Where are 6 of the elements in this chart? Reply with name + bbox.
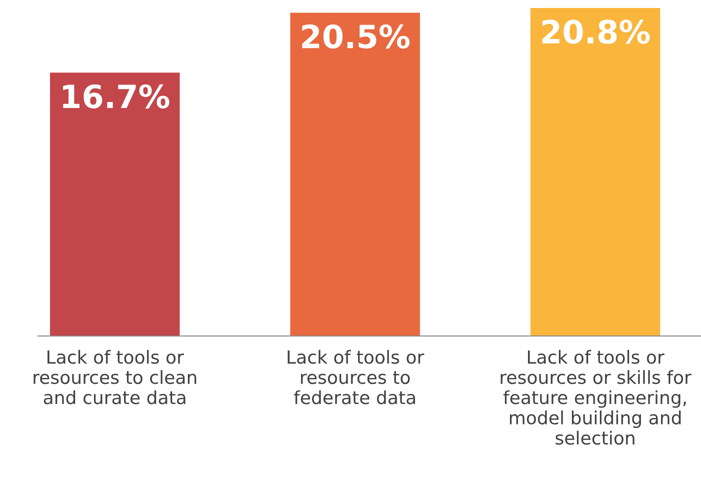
x-tick-label: Lack of tools or resources to federate data [288,350,424,404]
x-tick-label: Lack of tools or resources or skills for feature engineering, model building and selection [500,350,692,445]
x-tick-label: Lack of tools or resources to clean and curate data [34,350,196,404]
data-label: 16.7% [63,84,170,108]
data-label: 20.8% [542,20,650,44]
data-label: 20.5% [302,24,410,49]
